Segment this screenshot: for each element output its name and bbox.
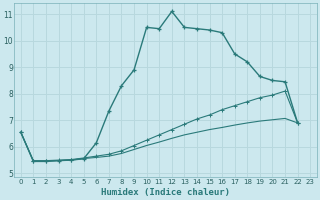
X-axis label: Humidex (Indice chaleur): Humidex (Indice chaleur) (101, 188, 230, 197)
